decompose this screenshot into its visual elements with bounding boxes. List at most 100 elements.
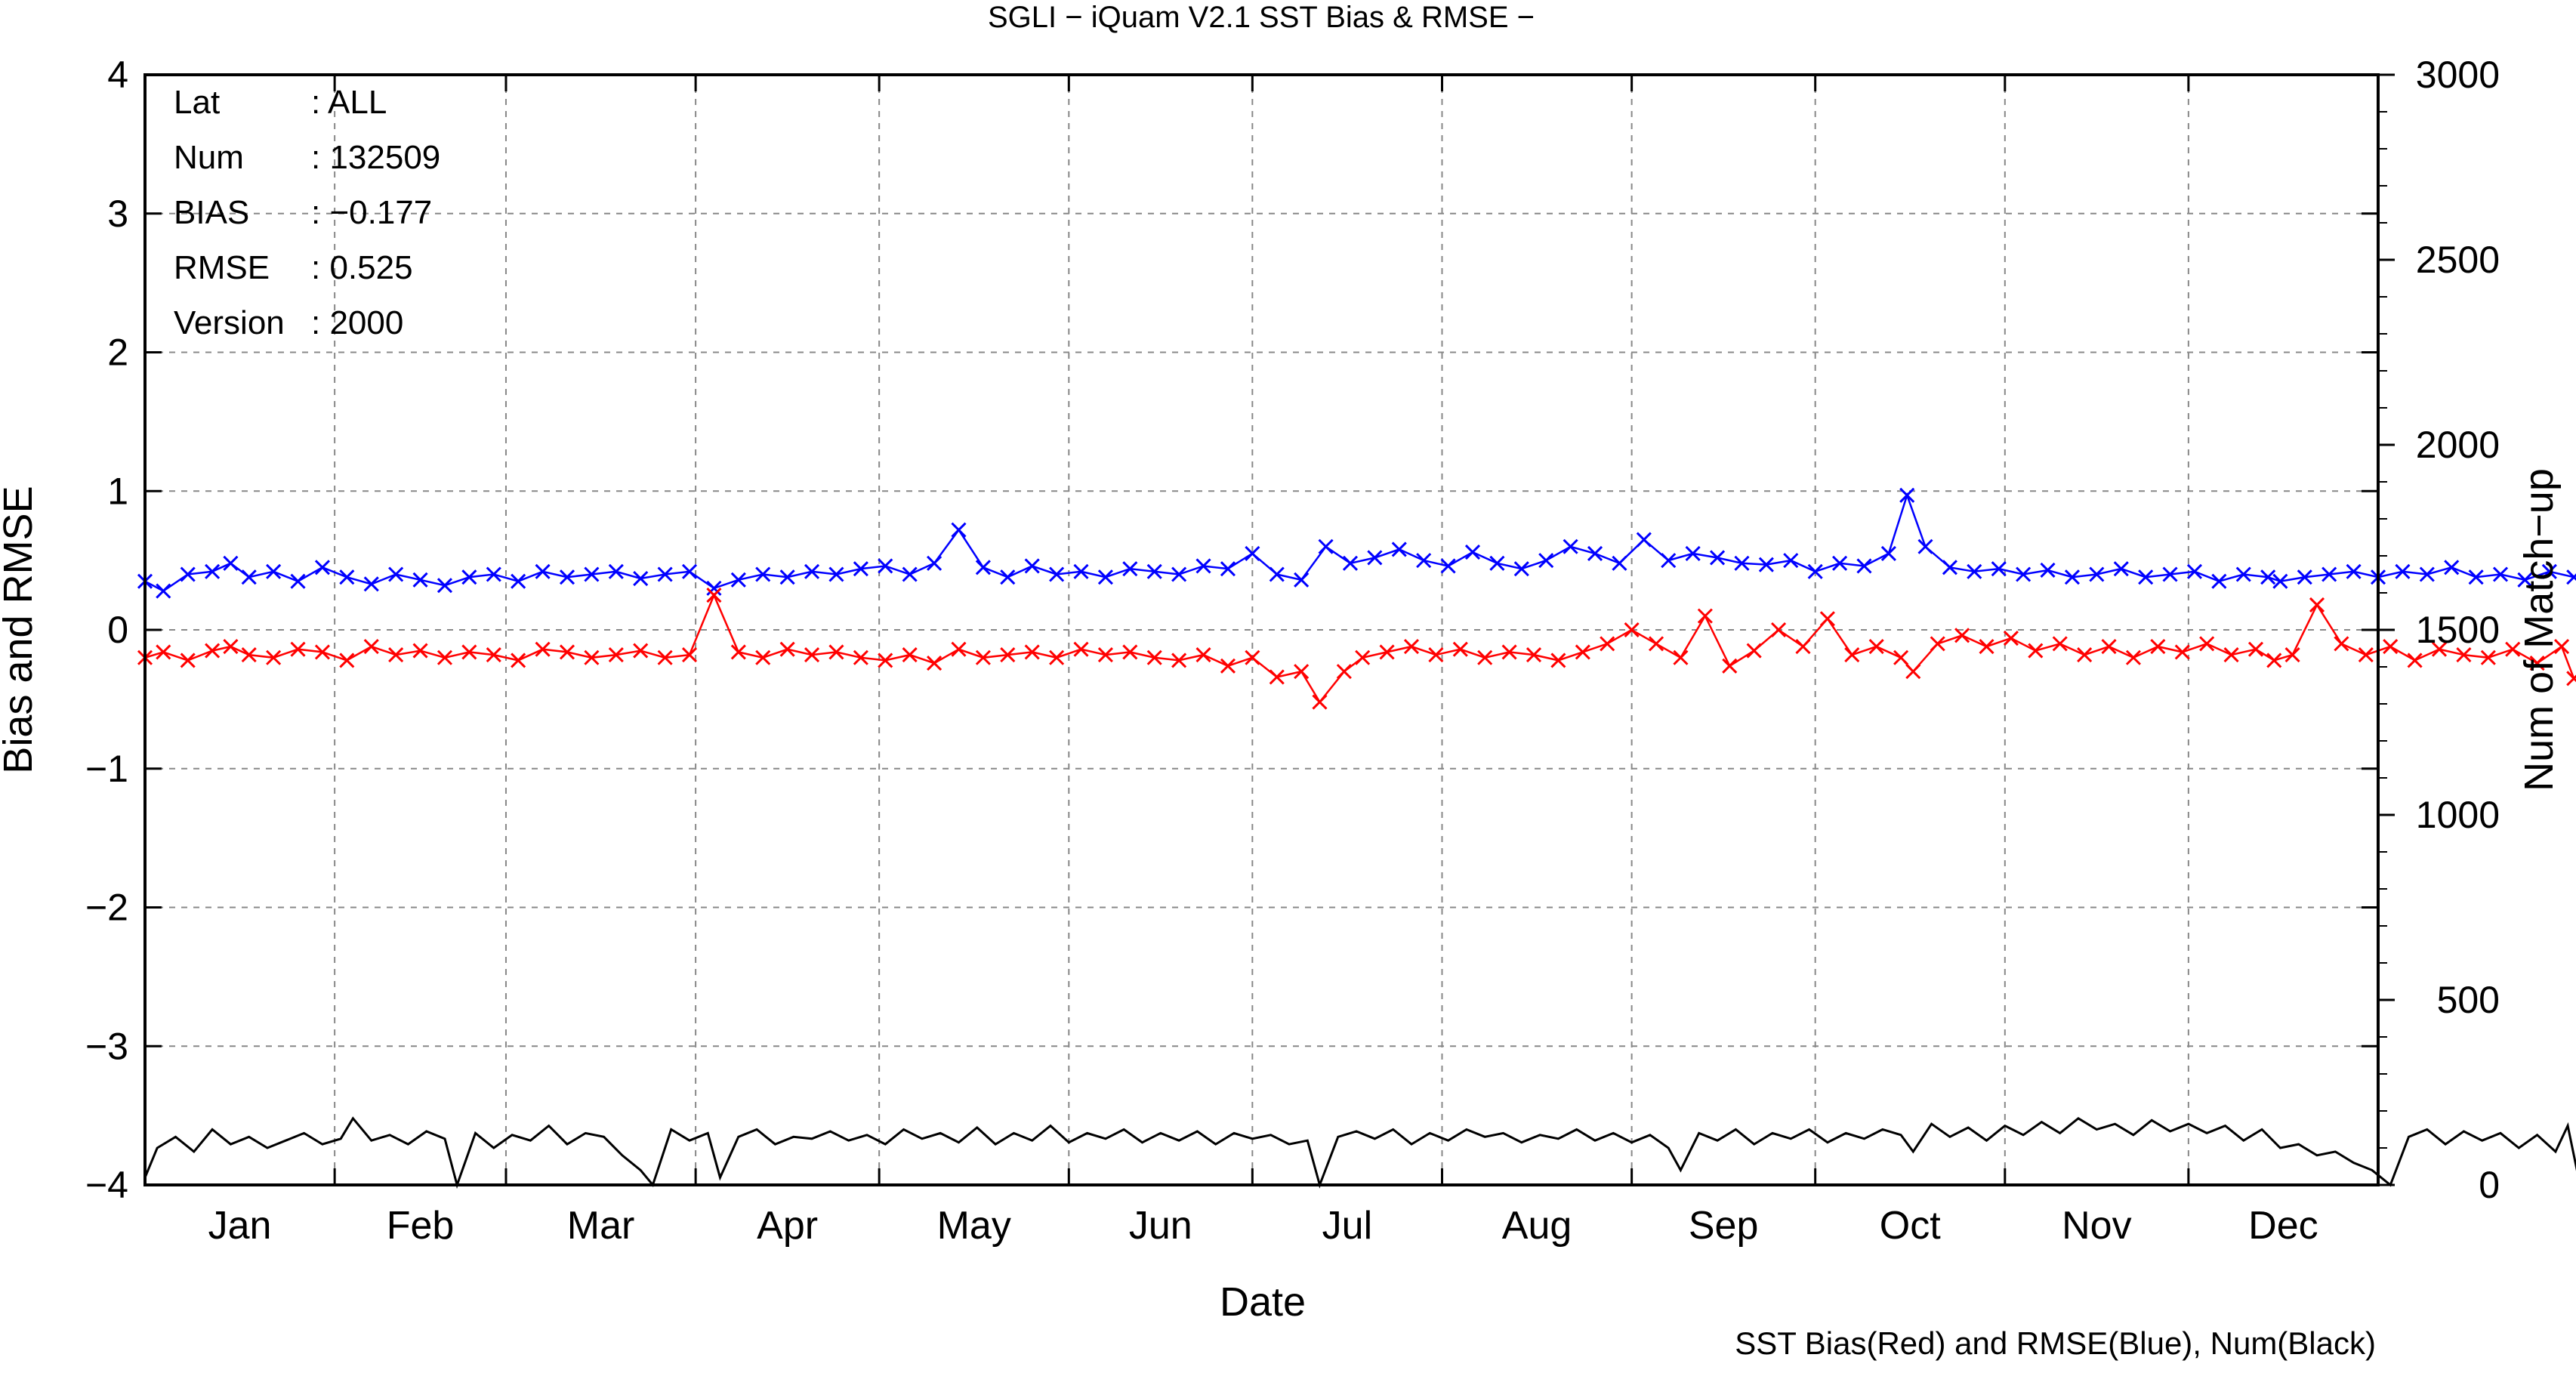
- y2-axis-title: Num of Match−up: [2516, 468, 2562, 791]
- data-point-bias: [437, 649, 453, 665]
- data-point-bias: [1600, 636, 1615, 652]
- data-point-bias: [2199, 636, 2215, 652]
- chart-title: SGLI − iQuam V2.1 SST Bias & RMSE −: [988, 1, 1535, 34]
- data-point-rmse: [1709, 550, 1726, 566]
- data-point-bias: [1930, 636, 1945, 652]
- data-point-bias: [1771, 622, 1787, 638]
- data-point-bias: [2266, 653, 2282, 668]
- data-point-rmse: [878, 558, 893, 574]
- data-point-bias: [2407, 653, 2423, 668]
- stats-box: Lat: ALL Num: 132509 BIAS: −0.177 RMSE: 0.5…: [174, 84, 440, 341]
- data-point-rmse: [804, 563, 820, 579]
- data-point-bias: [2309, 597, 2325, 612]
- data-point-rmse: [1342, 555, 1359, 571]
- data-point-rmse: [1416, 553, 1432, 569]
- data-point-bias: [241, 647, 257, 663]
- y2-tick-label: 1000: [2416, 794, 2500, 836]
- data-point-bias: [902, 647, 918, 663]
- data-point-rmse: [2419, 566, 2435, 582]
- data-point-bias: [1697, 608, 1713, 624]
- y-tick-label: 0: [107, 609, 128, 651]
- data-point-rmse: [412, 572, 428, 588]
- data-point-bias: [2150, 638, 2166, 655]
- data-point-rmse: [1464, 545, 1481, 560]
- data-point-bias: [1403, 638, 1420, 655]
- data-point-rmse: [2064, 569, 2080, 585]
- data-point-rmse: [2444, 560, 2460, 575]
- data-point-rmse: [180, 566, 196, 582]
- data-point-rmse: [706, 580, 722, 596]
- data-point-rmse: [1563, 538, 1578, 554]
- data-point-bias: [975, 649, 991, 665]
- data-point-rmse: [2492, 566, 2509, 582]
- data-point-rmse: [2016, 566, 2031, 582]
- data-point-bias: [535, 641, 551, 657]
- data-point-rmse: [2541, 563, 2557, 579]
- data-point-bias: [1648, 636, 1664, 652]
- data-point-rmse: [241, 569, 257, 585]
- data-point-bias: [1844, 647, 1860, 663]
- x-tick-label: Dec: [2248, 1204, 2318, 1248]
- stats-value: : 0.525: [311, 249, 413, 286]
- series-line-num: [143, 1116, 2576, 1189]
- data-point-bias: [2028, 643, 2044, 659]
- y2-tick-label: 1500: [2416, 609, 2500, 651]
- data-point-bias: [1097, 647, 1113, 663]
- y-axis-title: Bias and RMSE: [0, 486, 41, 773]
- data-point-rmse: [511, 573, 526, 589]
- data-point-rmse: [2138, 569, 2154, 585]
- y2-tick-label: 2000: [2416, 424, 2500, 466]
- data-point-rmse: [1195, 558, 1211, 574]
- x-tick-label: Jul: [1322, 1204, 1372, 1248]
- data-point-rmse: [363, 576, 379, 592]
- data-point-bias: [657, 649, 673, 665]
- data-point-bias: [339, 653, 355, 668]
- data-point-bias: [2077, 647, 2093, 663]
- data-point-rmse: [927, 555, 942, 571]
- series-rmse: [137, 487, 2576, 599]
- data-point-rmse: [657, 566, 673, 582]
- data-point-rmse: [1489, 555, 1505, 571]
- data-point-rmse: [1367, 550, 1383, 566]
- data-point-rmse: [223, 555, 239, 571]
- y2-tick-label: 0: [2479, 1164, 2500, 1206]
- x-tick-label: Jun: [1129, 1204, 1192, 1248]
- data-point-bias: [1146, 649, 1162, 665]
- x-tick-label: Aug: [1502, 1204, 1572, 1248]
- data-point-rmse: [2089, 566, 2105, 582]
- data-point-bias: [2431, 641, 2448, 657]
- x-tick-label: May: [937, 1204, 1011, 1248]
- data-point-bias: [1979, 638, 1994, 655]
- data-point-rmse: [1391, 541, 1407, 557]
- data-point-bias: [1501, 644, 1517, 660]
- data-point-bias: [1746, 643, 1762, 659]
- data-point-bias: [2553, 638, 2570, 655]
- data-point-bias: [681, 647, 698, 663]
- data-point-bias: [1893, 649, 1909, 665]
- data-point-bias: [2174, 644, 2190, 660]
- data-point-rmse: [779, 569, 795, 585]
- data-point-rmse: [1917, 538, 1933, 554]
- data-point-rmse: [902, 566, 918, 582]
- data-point-rmse: [2297, 569, 2312, 585]
- data-point-rmse: [2395, 563, 2411, 579]
- series-layer: [137, 487, 2576, 1189]
- data-point-rmse: [1832, 555, 1848, 571]
- data-point-bias: [2003, 630, 2019, 646]
- data-point-bias: [1795, 638, 1811, 655]
- data-point-bias: [828, 644, 844, 660]
- data-point-rmse: [1245, 545, 1260, 561]
- data-point-bias: [2456, 647, 2472, 663]
- data-point-rmse: [853, 561, 868, 577]
- data-point-rmse: [1880, 545, 1896, 561]
- stats-key: RMSE: [174, 249, 270, 286]
- x-axis-title: Date: [1220, 1279, 1306, 1325]
- data-point-rmse: [1807, 563, 1823, 579]
- data-point-rmse: [1783, 553, 1799, 569]
- data-point-rmse: [1269, 566, 1285, 582]
- y-tick-label: 2: [107, 332, 128, 374]
- data-point-bias: [486, 647, 501, 663]
